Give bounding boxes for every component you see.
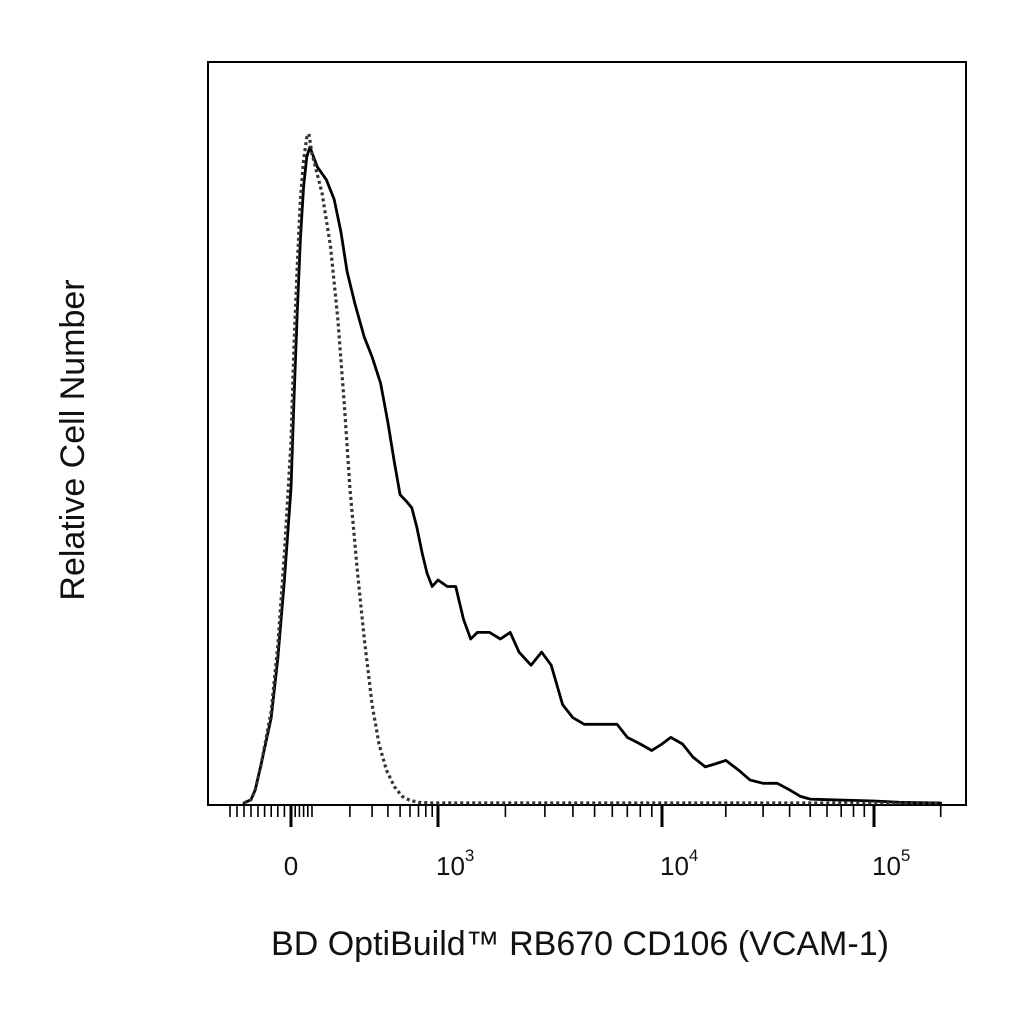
x-axis-title: BD OptiBuild™ RB670 CD106 (VCAM-1) [271,925,889,963]
x-tick-labels: 0 103 104 105 [284,846,911,881]
y-axis-title: Relative Cell Number [54,279,92,600]
x-tick-label: 0 [284,851,298,881]
x-tick-label: 105 [872,846,910,881]
plot-frame [207,61,967,806]
x-tick-label: 104 [660,846,698,881]
x-axis [229,805,942,827]
series-stained-solid-line [242,145,943,805]
series-isotype-control-dotted-line [243,132,941,805]
series-layer [242,132,943,805]
x-tick-label: 103 [436,846,474,881]
